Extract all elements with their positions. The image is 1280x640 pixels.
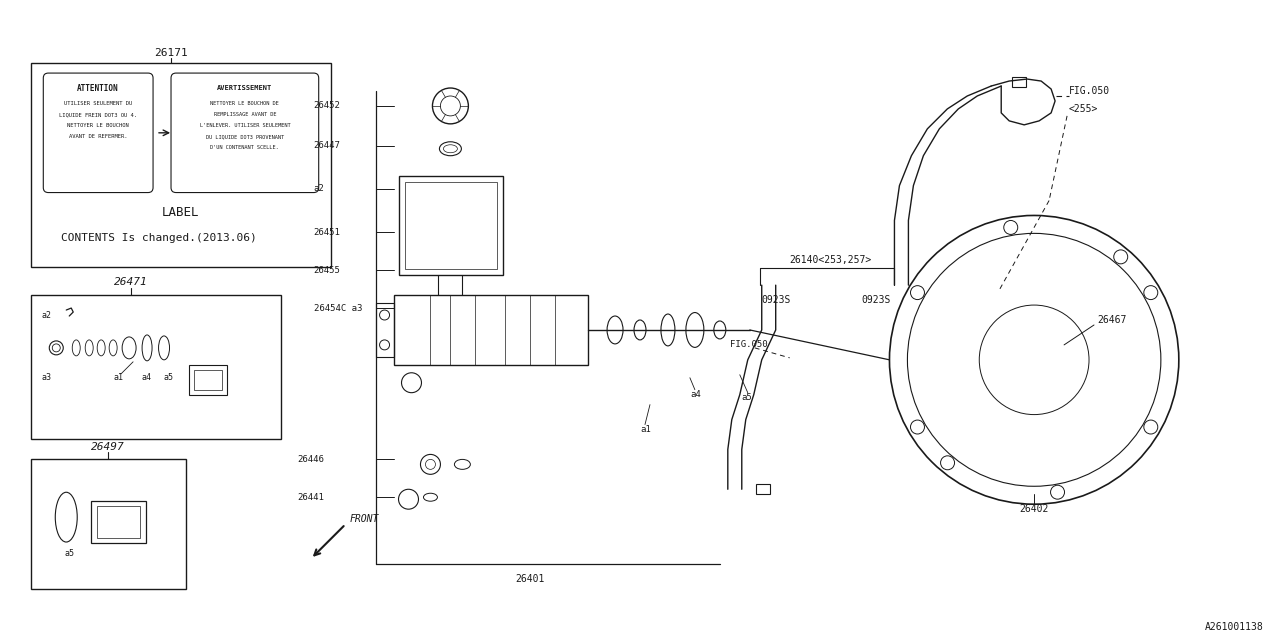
Text: a2: a2 bbox=[41, 310, 51, 319]
Text: 26455: 26455 bbox=[314, 266, 340, 275]
Text: 26446: 26446 bbox=[298, 455, 325, 464]
Text: a4: a4 bbox=[141, 373, 151, 382]
Text: ATTENTION: ATTENTION bbox=[77, 83, 119, 93]
Bar bbox=[31, 295, 280, 440]
Text: 26471: 26471 bbox=[114, 277, 148, 287]
Bar bbox=[398, 175, 503, 275]
Text: 0923S: 0923S bbox=[861, 295, 891, 305]
Bar bbox=[755, 484, 769, 494]
Text: REMPLISSAGE AVANT DE: REMPLISSAGE AVANT DE bbox=[214, 113, 276, 117]
Text: 26497: 26497 bbox=[91, 442, 125, 452]
Text: a1: a1 bbox=[113, 373, 123, 382]
Text: NETTOYER LE BOUCHON: NETTOYER LE BOUCHON bbox=[68, 124, 129, 129]
Bar bbox=[1012, 77, 1027, 87]
Text: 26140<253,257>: 26140<253,257> bbox=[790, 255, 872, 265]
Text: 26171: 26171 bbox=[154, 48, 188, 58]
Text: L'ENLEVER. UTILISER SEULEMENT: L'ENLEVER. UTILISER SEULEMENT bbox=[200, 124, 291, 129]
Text: UTILISER SEULEMENT DU: UTILISER SEULEMENT DU bbox=[64, 102, 132, 106]
Text: a5: a5 bbox=[64, 550, 74, 559]
Text: 26402: 26402 bbox=[1019, 504, 1048, 514]
Text: 26452: 26452 bbox=[314, 101, 340, 111]
Text: AVERTISSEMENT: AVERTISSEMENT bbox=[218, 85, 273, 91]
Bar bbox=[195, 370, 221, 390]
Bar bbox=[189, 365, 227, 395]
Text: 26451: 26451 bbox=[314, 228, 340, 237]
Text: CONTENTS Is changed.(2013.06): CONTENTS Is changed.(2013.06) bbox=[61, 234, 257, 243]
Text: FIG.050: FIG.050 bbox=[1069, 86, 1110, 96]
Text: <255>: <255> bbox=[1069, 104, 1098, 114]
Text: a5: a5 bbox=[163, 373, 173, 382]
Bar bbox=[393, 295, 588, 365]
Bar bbox=[97, 506, 140, 538]
Text: 26441: 26441 bbox=[298, 493, 325, 502]
Text: NETTOYER LE BOUCHON DE: NETTOYER LE BOUCHON DE bbox=[210, 102, 279, 106]
Text: a5: a5 bbox=[742, 393, 753, 402]
Text: 0923S: 0923S bbox=[762, 295, 791, 305]
Text: a4: a4 bbox=[690, 390, 700, 399]
Text: DU LIQUIDE DOT3 PROVENANT: DU LIQUIDE DOT3 PROVENANT bbox=[206, 134, 284, 140]
Bar bbox=[31, 63, 330, 268]
Text: LIQUIDE FREIN DOT3 OU 4.: LIQUIDE FREIN DOT3 OU 4. bbox=[59, 113, 137, 117]
Text: D'UN CONTENANT SCELLE.: D'UN CONTENANT SCELLE. bbox=[210, 145, 279, 150]
Text: a1: a1 bbox=[640, 425, 650, 434]
Bar bbox=[91, 501, 146, 543]
Text: AVANT DE REFERMER.: AVANT DE REFERMER. bbox=[69, 134, 128, 140]
Text: 26467: 26467 bbox=[1097, 315, 1126, 325]
Text: a3: a3 bbox=[41, 373, 51, 382]
Text: a2: a2 bbox=[314, 184, 324, 193]
Text: 26447: 26447 bbox=[314, 141, 340, 150]
Bar bbox=[375, 303, 393, 357]
Text: FRONT: FRONT bbox=[349, 514, 379, 524]
Text: A261001138: A261001138 bbox=[1204, 621, 1263, 632]
Text: 26454C a3: 26454C a3 bbox=[314, 303, 362, 312]
Text: 26401: 26401 bbox=[516, 574, 545, 584]
Text: FIG.050: FIG.050 bbox=[730, 340, 768, 349]
Text: LABEL: LABEL bbox=[163, 206, 200, 219]
Bar bbox=[404, 182, 498, 269]
Bar bbox=[31, 460, 186, 589]
